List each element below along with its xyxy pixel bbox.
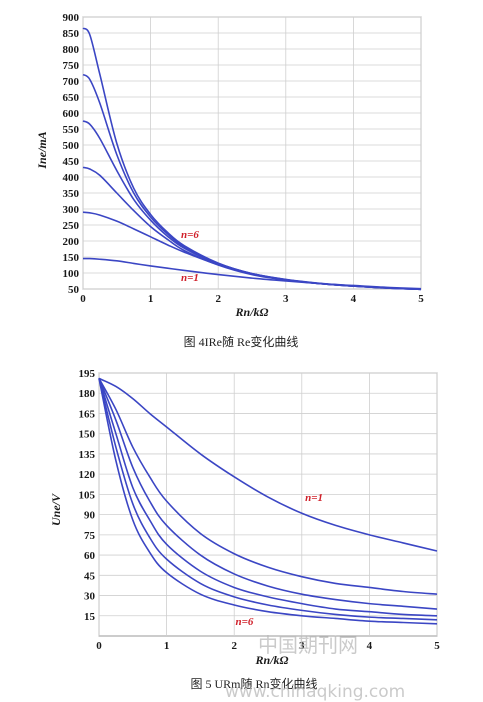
x-tick-labels: 0 1 2 3 4 5 [80,293,424,305]
y-tick-labels: 15 30 45 60 75 90 105 120 135 150 165 180 195 [79,368,96,623]
y-tick-label: 50 [68,284,80,296]
y-axis-title: Une/V [49,493,63,526]
y-tick-label: 60 [84,550,96,562]
y-tick-label: 15 [84,611,96,623]
x-tick-label: 1 [148,293,154,305]
y-axis-title: Ine/mA [35,131,49,169]
x-tick-label: 1 [164,640,170,652]
y-tick-label: 900 [63,12,80,24]
y-tick-label: 150 [79,429,96,441]
chart-current-vs-resistance: 5010015020025030035040045050055060065070… [35,12,424,349]
x-tick-label: 2 [215,293,221,305]
x-tick-label: 3 [283,293,289,305]
x-tick-labels: 0 1 2 3 4 5 [96,640,440,652]
y-tick-label: 250 [63,220,80,232]
x-tick-label: 4 [367,640,373,652]
plot-area [82,16,422,290]
x-tick-label: 5 [434,640,440,652]
series-lines [82,27,422,291]
y-tick-label: 75 [84,530,96,542]
y-tick-label: 180 [79,388,96,400]
x-tick-label: 2 [231,640,237,652]
series-lines [98,377,438,625]
y-tick-label: 100 [63,268,80,280]
y-tick-label: 600 [63,108,80,120]
y-tick-label: 195 [79,368,96,380]
series-line-5 [98,378,438,621]
series-line-6 [98,378,438,625]
series-line-2 [98,378,438,595]
series-line-1 [98,377,438,552]
y-tick-label: 800 [63,44,80,56]
grid-lines [82,16,422,290]
figure-caption: 图 5 URm随 Rn变化曲线 [190,676,317,691]
y-tick-label: 105 [79,489,96,501]
y-tick-label: 850 [63,28,80,40]
annotations: n=6 n=1 [181,229,199,284]
annotation-label: n=6 [181,229,199,241]
series-line-6 [82,27,422,291]
annotation-label: n=1 [181,272,199,284]
y-tick-label: 700 [63,76,80,88]
watermark-url: www.chinaqking.com [225,682,405,702]
y-tick-label: 300 [63,204,80,216]
y-tick-label: 650 [63,92,80,104]
y-tick-label: 30 [84,591,96,603]
y-tick-label: 90 [84,510,96,522]
y-tick-label: 750 [63,60,80,72]
y-tick-label: 450 [63,156,80,168]
x-axis-title: Rn/kΩ [255,653,289,667]
x-tick-label: 0 [80,293,86,305]
y-tick-label: 120 [79,469,96,481]
y-tick-label: 45 [84,570,96,582]
y-tick-label: 200 [63,236,80,248]
y-tick-label: 350 [63,188,80,200]
y-tick-label: 135 [79,449,96,461]
figure-caption: 图 4IRe随 Re变化曲线 [184,334,299,349]
x-tick-label: 5 [418,293,424,305]
watermark-chinese: 中国期刊网 [258,633,358,657]
x-tick-label: 0 [96,640,102,652]
annotation-label: n=6 [236,616,254,628]
annotations: n=1 n=6 [236,492,324,628]
y-tick-label: 500 [63,140,80,152]
x-tick-label: 3 [299,640,305,652]
x-axis-title: Rn/kΩ [235,305,269,319]
series-line-3 [98,378,438,610]
annotation-label: n=1 [305,492,323,504]
y-tick-label: 400 [63,172,80,184]
y-tick-label: 150 [63,252,80,264]
x-tick-label: 4 [351,293,357,305]
y-tick-label: 165 [79,408,96,420]
grid-lines [98,372,438,636]
plot-area [98,372,438,637]
series-line-4 [98,378,438,617]
y-tick-label: 550 [63,124,80,136]
y-tick-labels: 50 100 150 200 250 300 350 400 450 500 550 600 650 70… [63,12,80,296]
